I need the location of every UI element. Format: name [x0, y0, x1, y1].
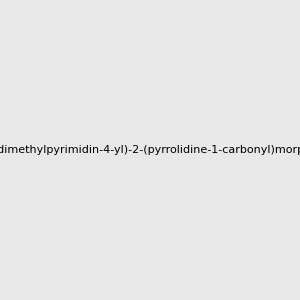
Text: 4-(2,6-dimethylpyrimidin-4-yl)-2-(pyrrolidine-1-carbonyl)morpholine: 4-(2,6-dimethylpyrimidin-4-yl)-2-(pyrrol… — [0, 145, 300, 155]
